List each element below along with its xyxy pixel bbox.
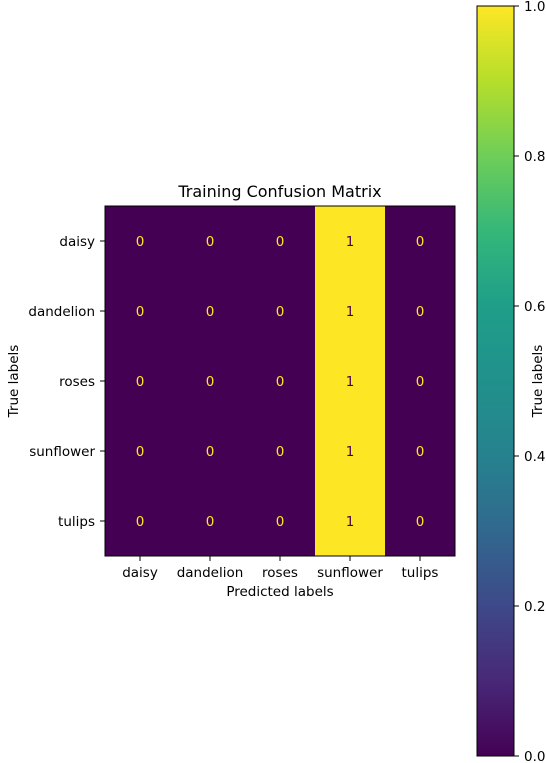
cell-value-label: 0 bbox=[206, 234, 215, 250]
cell-value-label: 1 bbox=[346, 514, 355, 530]
heatmap-cell bbox=[315, 486, 386, 557]
colorbar-tick-label: 0.0 bbox=[524, 749, 545, 763]
x-axis-label: Predicted labels bbox=[226, 584, 333, 600]
cell-value-label: 0 bbox=[206, 374, 215, 390]
colorbar-tick-label: 0.6 bbox=[524, 299, 545, 315]
heatmap-cell bbox=[245, 486, 316, 557]
cell-value-label: 0 bbox=[136, 374, 145, 390]
x-tick-label: sunflower bbox=[317, 565, 383, 581]
x-axis-ticks: daisy dandelion roses sunflower tulips bbox=[122, 556, 438, 581]
chart-title: Training Confusion Matrix bbox=[177, 182, 381, 201]
heatmap-cell bbox=[105, 486, 176, 557]
colorbar-tick-label: 0.2 bbox=[524, 599, 545, 615]
cell-value-label: 0 bbox=[276, 234, 285, 250]
heatmap-cell bbox=[385, 416, 456, 487]
cell-value-label: 0 bbox=[136, 444, 145, 460]
cell-value-label: 0 bbox=[206, 514, 215, 530]
x-tick-label: roses bbox=[262, 565, 298, 581]
heatmap-cell bbox=[315, 416, 386, 487]
heatmap-cells bbox=[105, 206, 456, 557]
heatmap-cell bbox=[315, 276, 386, 347]
cell-value-label: 1 bbox=[346, 234, 355, 250]
y-axis-ticks: daisy dandelion roses sunflower tulips bbox=[28, 234, 105, 530]
cell-value-label: 0 bbox=[416, 234, 425, 250]
cell-value-label: 0 bbox=[416, 374, 425, 390]
x-tick-label: tulips bbox=[402, 565, 439, 581]
heatmap-cell bbox=[245, 346, 316, 417]
colorbar-label: True labels bbox=[530, 345, 546, 419]
heatmap-cell bbox=[245, 416, 316, 487]
heatmap-cell bbox=[315, 206, 386, 277]
heatmap-cell bbox=[175, 416, 246, 487]
heatmap-cell bbox=[105, 276, 176, 347]
y-tick-label: dandelion bbox=[28, 304, 95, 320]
heatmap-cell bbox=[385, 276, 456, 347]
heatmap-cell bbox=[245, 276, 316, 347]
y-tick-label: tulips bbox=[58, 514, 95, 530]
y-tick-label: sunflower bbox=[29, 444, 95, 460]
cell-value-label: 0 bbox=[136, 514, 145, 530]
cell-value-label: 0 bbox=[276, 374, 285, 390]
heatmap-cell bbox=[385, 346, 456, 417]
heatmap-cell bbox=[105, 416, 176, 487]
colorbar-tick-label: 1.0 bbox=[524, 0, 545, 15]
cell-value-label: 1 bbox=[346, 304, 355, 320]
cell-value-label: 0 bbox=[136, 304, 145, 320]
cell-value-label: 0 bbox=[416, 514, 425, 530]
cell-value-label: 0 bbox=[136, 234, 145, 250]
x-tick-label: daisy bbox=[122, 565, 158, 581]
cell-value-label: 0 bbox=[416, 304, 425, 320]
heatmap-cell bbox=[245, 206, 316, 277]
heatmap-cell-labels: 0 0 0 1 0 0 0 0 1 0 0 0 0 1 0 0 0 0 1 0 0 0 0 1 0 bbox=[136, 234, 425, 530]
heatmap-cell bbox=[175, 486, 246, 557]
colorbar-tick-label: 0.4 bbox=[524, 449, 545, 465]
cell-value-label: 0 bbox=[276, 304, 285, 320]
y-tick-label: daisy bbox=[59, 234, 95, 250]
cell-value-label: 0 bbox=[276, 444, 285, 460]
cell-value-label: 0 bbox=[206, 444, 215, 460]
heatmap-cell bbox=[105, 206, 176, 277]
colorbar-tick-label: 0.8 bbox=[524, 149, 545, 165]
heatmap-cell bbox=[175, 276, 246, 347]
cell-value-label: 0 bbox=[276, 514, 285, 530]
colorbar bbox=[476, 5, 515, 757]
heatmap-cell bbox=[175, 346, 246, 417]
cell-value-label: 1 bbox=[346, 444, 355, 460]
cell-value-label: 0 bbox=[206, 304, 215, 320]
heatmap-cell bbox=[175, 206, 246, 277]
y-axis-label: True labels bbox=[6, 345, 22, 419]
heatmap-cell bbox=[385, 486, 456, 557]
heatmap-cell bbox=[315, 346, 386, 417]
cell-value-label: 1 bbox=[346, 374, 355, 390]
cell-value-label: 0 bbox=[416, 444, 425, 460]
heatmap-cell bbox=[105, 346, 176, 417]
heatmap-cell bbox=[385, 206, 456, 277]
x-tick-label: dandelion bbox=[177, 565, 244, 581]
y-tick-label: roses bbox=[59, 374, 95, 390]
colorbar-ticks: 0.0 0.2 0.4 0.6 0.8 1.0 bbox=[514, 0, 545, 763]
